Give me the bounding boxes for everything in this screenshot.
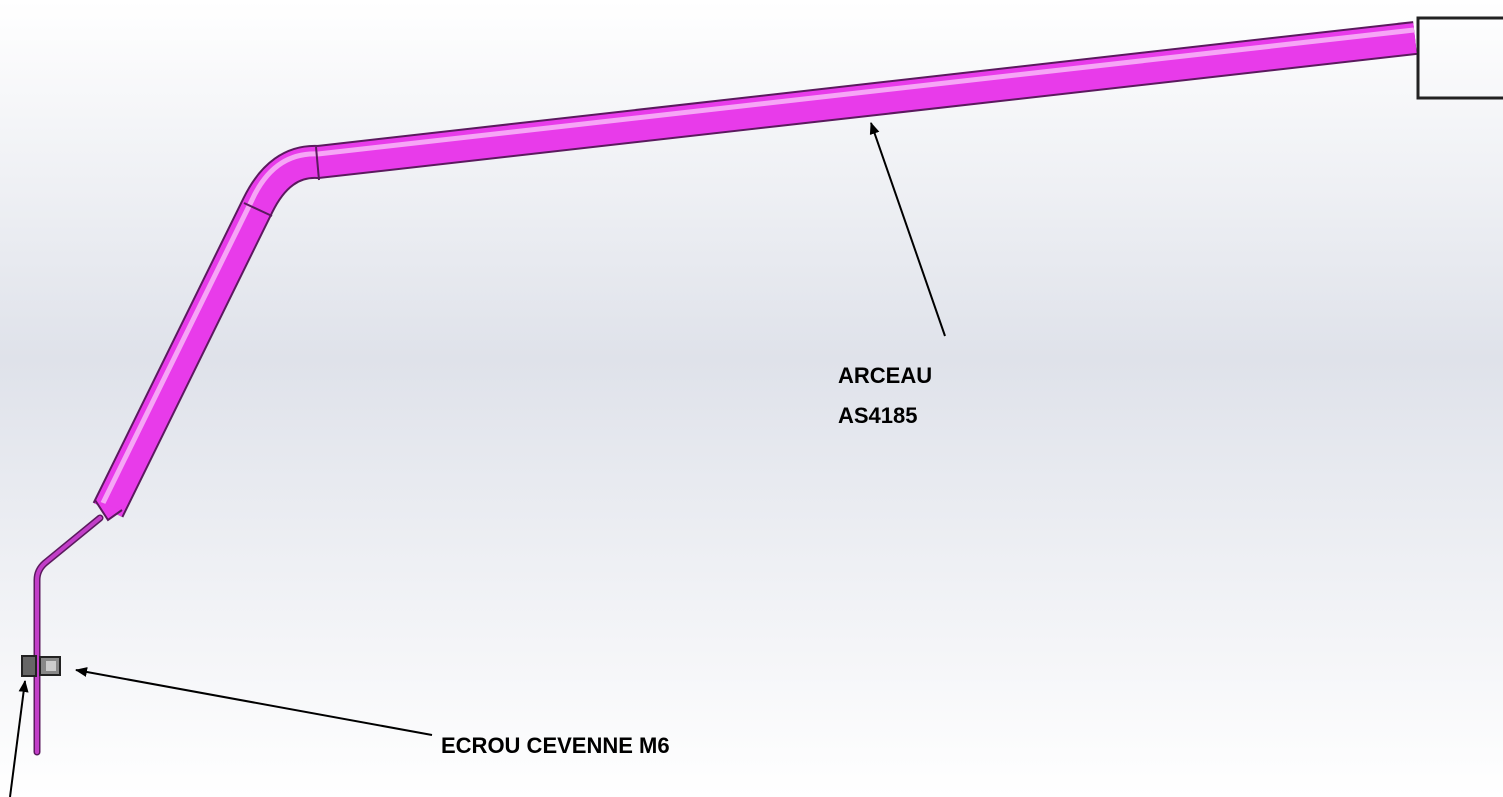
part-label: ECROU CEVENNE M6: [441, 733, 670, 758]
nut: [22, 656, 60, 676]
part-label: ARCEAU: [838, 363, 932, 388]
cad-view: ARCEAU AS4185 ECROU CEVENNE M6: [0, 0, 1503, 797]
page: {"labels": {"arceau": ["ARCEAU", "AS4185…: [0, 0, 1503, 797]
part-label: AS4185: [838, 403, 918, 428]
